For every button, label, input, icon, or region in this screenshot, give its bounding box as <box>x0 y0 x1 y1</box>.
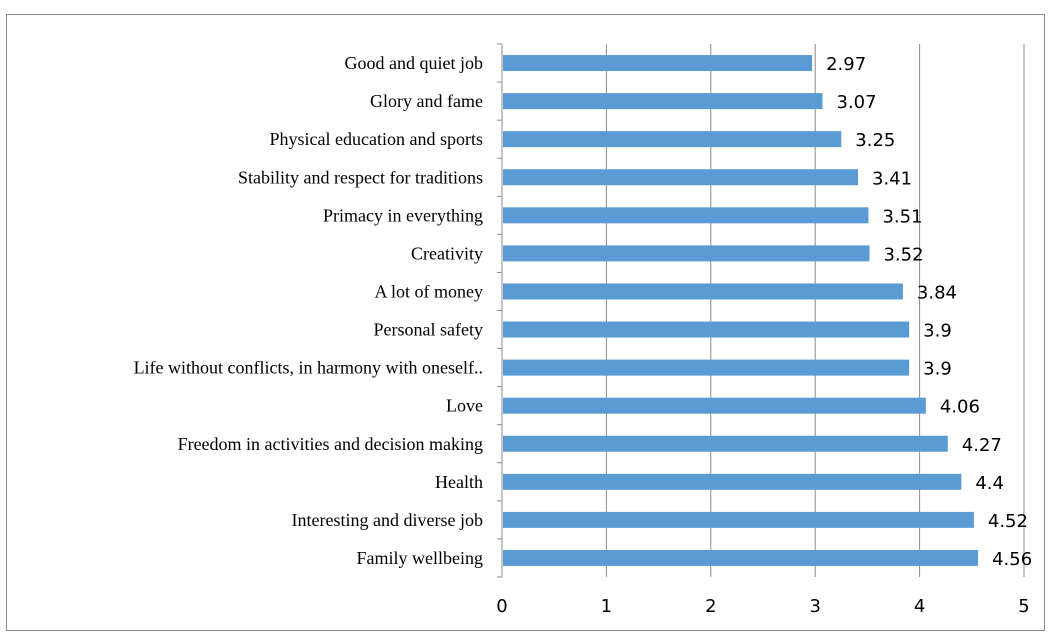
bar <box>503 435 948 452</box>
bar <box>503 283 903 300</box>
data-label: 3.9 <box>923 359 952 380</box>
bar <box>503 549 979 566</box>
x-tick-label: 2 <box>705 596 716 617</box>
data-label: 3.84 <box>917 282 957 303</box>
bar <box>503 321 910 338</box>
bar <box>503 207 869 224</box>
category-label: Love <box>446 396 483 416</box>
bar <box>503 245 870 262</box>
data-label: 3.07 <box>837 92 877 113</box>
x-tick-label: 3 <box>809 596 820 617</box>
x-tick-label: 1 <box>601 596 612 617</box>
category-label: Life without conflicts, in harmony with … <box>134 358 483 378</box>
gridlines <box>605 44 1025 577</box>
category-label: Health <box>435 472 483 492</box>
category-label: Good and quiet job <box>345 53 483 73</box>
x-tick-label: 0 <box>496 596 507 617</box>
bar <box>503 359 910 376</box>
category-label: Physical education and sports <box>270 129 483 149</box>
bar <box>503 169 859 186</box>
y-axis <box>497 43 503 578</box>
category-label: Creativity <box>411 243 483 263</box>
data-label: 3.52 <box>883 244 923 265</box>
x-tick-labels: 0 1 2 3 4 5 <box>496 596 1029 617</box>
category-label: Stability and respect for traditions <box>238 167 483 187</box>
category-label: Family wellbeing <box>357 548 483 568</box>
x-tick-label: 5 <box>1018 596 1029 617</box>
x-tick-label: 4 <box>914 596 925 617</box>
data-label: 3.51 <box>882 206 922 227</box>
data-label: 2.97 <box>826 54 866 75</box>
bar <box>503 93 823 110</box>
data-label: 3.25 <box>855 130 895 151</box>
category-label: Personal safety <box>374 320 483 340</box>
data-label: 3.41 <box>872 168 912 189</box>
category-label: Freedom in activities and decision makin… <box>178 434 483 454</box>
data-label: 4.52 <box>988 511 1028 532</box>
bar <box>503 473 962 490</box>
bar <box>503 55 813 72</box>
bar <box>503 131 842 148</box>
data-label: 4.27 <box>962 435 1002 456</box>
bar <box>503 511 974 528</box>
category-label: A lot of money <box>375 281 484 301</box>
data-labels: 2.97 3.07 3.25 3.41 3.51 3.52 3.84 3.9 3.9 4.06 4.… <box>826 54 1032 570</box>
bars <box>503 55 979 566</box>
data-label: 4.4 <box>975 473 1004 494</box>
category-label: Primacy in everything <box>323 205 483 225</box>
category-label: Interesting and diverse job <box>292 510 483 530</box>
data-label: 4.56 <box>992 549 1032 570</box>
data-label: 3.9 <box>923 321 952 342</box>
data-label: 4.06 <box>940 397 980 418</box>
bar <box>503 397 926 414</box>
category-labels: Good and quiet job Glory and fame Physical… <box>134 53 483 568</box>
category-label: Glory and fame <box>370 91 483 111</box>
